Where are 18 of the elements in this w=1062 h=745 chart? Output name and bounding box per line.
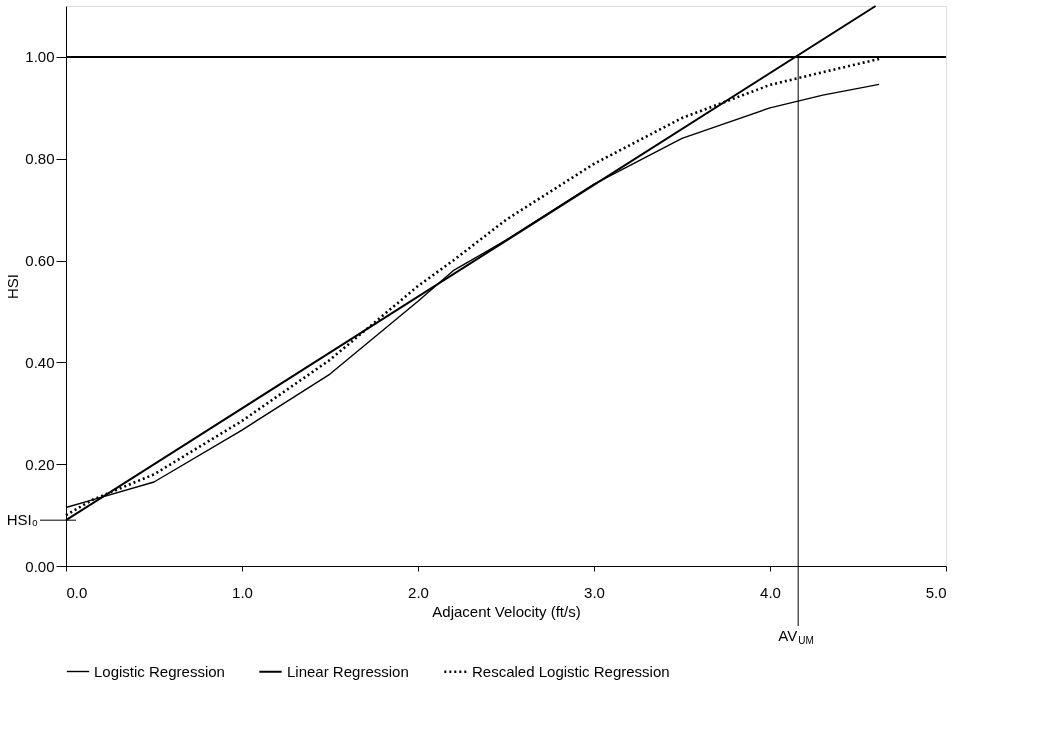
x-tick-label: 5.0 [925, 583, 947, 601]
x-tick-label: 3.0 [584, 583, 605, 601]
y-tick-label: 1.00 [25, 48, 55, 66]
legend-label: Linear Regression [287, 662, 409, 680]
x-tick-label: 0.0 [66, 583, 88, 601]
y-tick-label: 0.80 [25, 150, 55, 168]
legend-label: Logistic Regression [94, 662, 225, 680]
ref-line-label: HSI₀ [6, 511, 38, 529]
x-tick-label: 2.0 [408, 583, 429, 601]
y-tick-label: 0.40 [25, 353, 55, 371]
legend-label: Rescaled Logistic Regression [472, 662, 670, 680]
y-axis-title: HSI [4, 273, 22, 300]
y-tick-label: 0.20 [25, 455, 55, 473]
y-tick-label: 0.60 [25, 252, 55, 270]
x-axis-title: Adjacent Velocity (ft/s) [432, 602, 581, 620]
y-tick-label: 0.00 [25, 557, 55, 575]
x-tick-label: 1.0 [232, 583, 253, 601]
x-tick-label: 4.0 [760, 583, 781, 601]
